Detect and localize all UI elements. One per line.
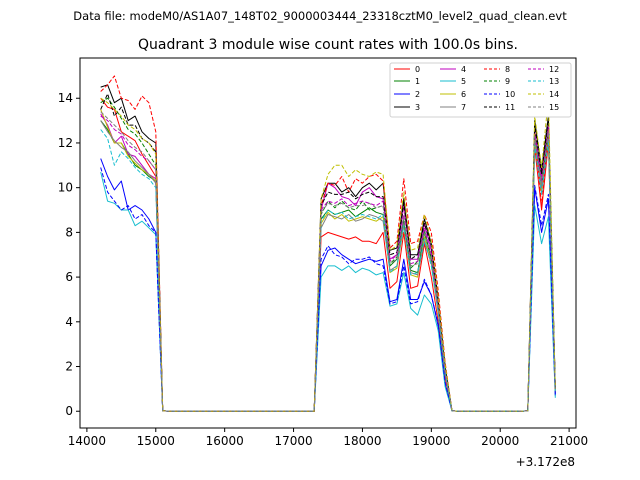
- legend-label-2: 2: [415, 90, 420, 99]
- legend-label-3: 3: [415, 103, 420, 112]
- y-tick-label: 0: [65, 404, 73, 418]
- legend-label-11: 11: [505, 103, 515, 112]
- x-tick-label: 14000: [68, 434, 106, 448]
- x-tick-label: 17000: [274, 434, 312, 448]
- y-tick-label: 6: [65, 270, 73, 284]
- y-tick-label: 4: [65, 315, 73, 329]
- legend-label-5: 5: [461, 77, 466, 86]
- legend-label-1: 1: [415, 77, 420, 86]
- legend-label-4: 4: [461, 65, 466, 74]
- legend-label-10: 10: [505, 90, 515, 99]
- x-tick-label: 18000: [343, 434, 381, 448]
- x-axis-offset-label: +3.172e8: [516, 455, 575, 469]
- legend-label-13: 13: [549, 77, 559, 86]
- x-tick-label: 21000: [550, 434, 588, 448]
- x-tick-label: 15000: [137, 434, 175, 448]
- series-line-14: [100, 97, 556, 412]
- data-file-caption: Data file: modeM0/AS1A07_148T02_90000034…: [73, 9, 567, 23]
- legend-label-8: 8: [505, 65, 510, 74]
- legend-label-15: 15: [549, 103, 559, 112]
- x-axis: 14000 15000 16000 17000 18000 19000 20000 21000: [68, 428, 588, 448]
- legend-label-0: 0: [415, 65, 420, 74]
- legend-label-7: 7: [461, 103, 466, 112]
- y-tick-label: 8: [65, 225, 73, 239]
- plot-frame: [79, 57, 577, 429]
- legend-frame: [389, 62, 572, 118]
- y-axis: 0 2 4 6 8 10 12 14: [58, 91, 80, 418]
- y-tick-label: 12: [58, 136, 73, 150]
- legend-label-6: 6: [461, 90, 466, 99]
- x-tick-label: 16000: [206, 434, 244, 448]
- plot-area: [79, 57, 577, 429]
- x-tick-label: 20000: [481, 434, 519, 448]
- x-tick-label: 19000: [412, 434, 450, 448]
- legend-label-14: 14: [549, 90, 559, 99]
- legend-label-9: 9: [505, 77, 510, 86]
- y-tick-label: 2: [65, 360, 73, 374]
- y-tick-label: 14: [58, 91, 73, 105]
- series-layer: [100, 75, 556, 412]
- legend-label-12: 12: [549, 65, 559, 74]
- y-tick-label: 10: [58, 181, 73, 195]
- chart-title: Quadrant 3 module wise count rates with …: [138, 37, 518, 53]
